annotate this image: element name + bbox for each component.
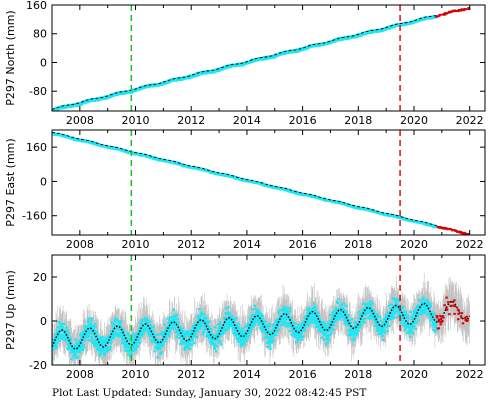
up-y-tick-label: 20: [33, 271, 47, 284]
east-x-tick-label: 2012: [177, 238, 205, 251]
east-y-tick-label: 160: [26, 141, 47, 154]
up-x-tick-label: 2008: [66, 368, 94, 381]
up-x-tick-label: 2010: [122, 368, 150, 381]
east-x-tick-label: 2020: [400, 238, 428, 251]
east-y-tick-label: 0: [40, 175, 47, 188]
east-plot-area: [52, 131, 470, 235]
north-data-points: [52, 15, 438, 111]
east-x-tick-label: 2010: [122, 238, 150, 251]
east-frame: [51, 129, 486, 236]
up-x-tick-label: 2016: [289, 368, 317, 381]
up-y-tick-label: 0: [40, 315, 47, 328]
north-x-tick-label: 2020: [400, 114, 428, 127]
north-y-tick-label: -80: [29, 85, 47, 98]
north-model-line: [52, 6, 470, 110]
east-x-tick-label: 2016: [289, 238, 317, 251]
east-model-line: [52, 131, 470, 235]
north-panel: 2008 2010 2012 2014 2016 2018 2020 2022 -80 0 80 16…: [4, 0, 486, 127]
east-x-tick-label: 2022: [456, 238, 484, 251]
north-plot-area: [52, 6, 471, 111]
east-x-tick-label: 2018: [344, 238, 372, 251]
north-recent-points: [435, 7, 471, 18]
east-y-axis-label: P297 East (mm): [4, 138, 17, 226]
north-y-tick-label: 80: [33, 28, 47, 41]
up-data-points: [52, 296, 438, 361]
up-recent-points: [435, 296, 469, 330]
north-x-tick-label: 2008: [66, 114, 94, 127]
up-frame: [51, 254, 486, 366]
up-y-axis-label: P297 Up (mm): [4, 270, 17, 350]
east-x-tick-label: 2014: [233, 238, 261, 251]
east-x-tick-label: 2008: [66, 238, 94, 251]
up-x-tick-label: 2020: [400, 368, 428, 381]
east-panel: 2008 2010 2012 2014 2016 2018 2020 2022 -160 0 160…: [4, 129, 486, 251]
up-x-tick-label: 2012: [177, 368, 205, 381]
north-x-tick-label: 2014: [233, 114, 261, 127]
last-updated-footer: Plot Last Updated: Sunday, January 30, 2…: [52, 387, 367, 399]
up-x-tick-label: 2018: [344, 368, 372, 381]
east-data-points: [52, 132, 438, 229]
up-y-tick-label: -20: [29, 359, 47, 372]
north-frame: [51, 4, 486, 112]
north-y-axis-label: P297 North (mm): [4, 10, 17, 105]
north-y-tick-label: 160: [26, 0, 47, 12]
east-recent-points: [436, 226, 469, 235]
north-x-tick-label: 2012: [177, 114, 205, 127]
north-x-tick-label: 2016: [289, 114, 317, 127]
up-x-tick-label: 2014: [233, 368, 261, 381]
north-x-tick-label: 2022: [456, 114, 484, 127]
up-plot-area: [52, 273, 471, 365]
north-y-tick-label: 0: [40, 56, 47, 69]
north-x-tick-label: 2010: [122, 114, 150, 127]
north-x-tick-label: 2018: [344, 114, 372, 127]
up-panel: 2008 2010 2012 2014 2016 2018 2020 2022 -20 0 20 P2…: [4, 254, 486, 381]
up-x-tick-label: 2022: [456, 368, 484, 381]
east-y-tick-label: -160: [22, 210, 47, 223]
